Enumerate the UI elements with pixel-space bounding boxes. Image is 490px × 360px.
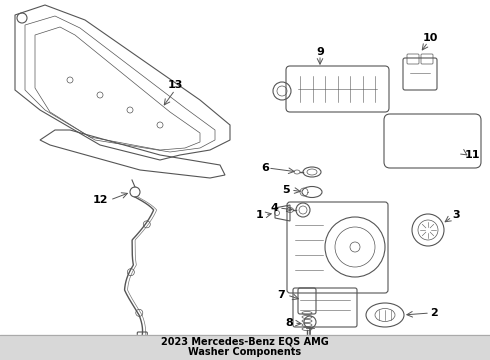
Text: 12: 12: [93, 195, 108, 205]
Text: 2: 2: [430, 308, 438, 318]
Text: 8: 8: [285, 318, 293, 328]
Text: 5: 5: [282, 185, 290, 195]
Text: 3: 3: [452, 210, 460, 220]
Text: Washer Components: Washer Components: [189, 347, 301, 357]
Text: 4: 4: [270, 203, 278, 213]
Text: 10: 10: [422, 33, 438, 43]
Text: 6: 6: [261, 163, 269, 173]
Text: 1: 1: [255, 210, 263, 220]
Text: 9: 9: [316, 47, 324, 57]
Text: 11: 11: [465, 150, 481, 160]
Text: 7: 7: [277, 290, 285, 300]
Text: 13: 13: [167, 80, 183, 90]
Text: 2023 Mercedes-Benz EQS AMG: 2023 Mercedes-Benz EQS AMG: [161, 337, 329, 347]
Bar: [0, 335, 490, 360]
